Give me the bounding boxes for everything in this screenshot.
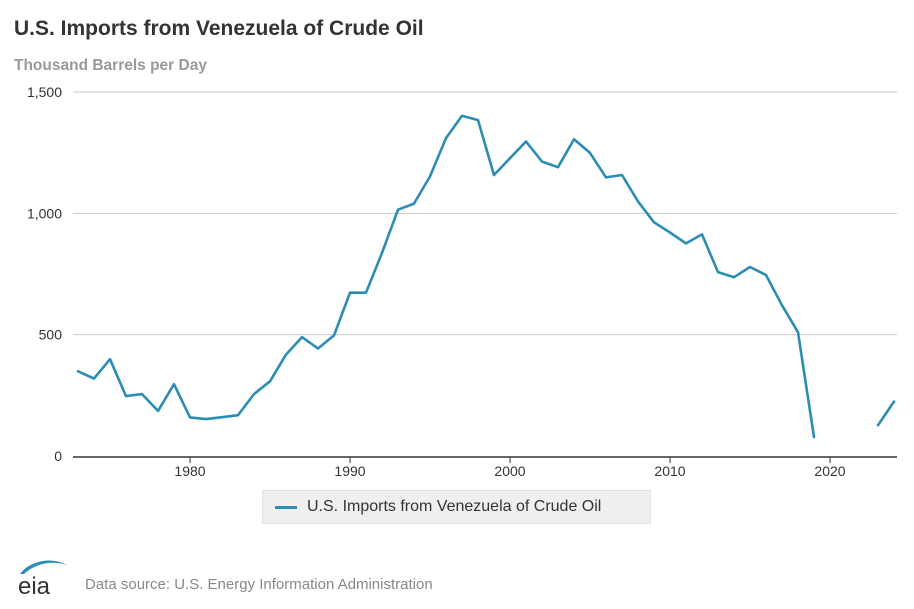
series-lines (76, 114, 896, 439)
x-tick-label: 2000 (494, 463, 525, 479)
gridlines (73, 91, 897, 336)
x-tick-label: 1980 (174, 463, 205, 479)
legend-swatch (275, 505, 297, 509)
x-tick-label: 1990 (334, 463, 365, 479)
y-tick-label: 500 (39, 327, 63, 343)
x-axis: 1980 1990 2000 2010 2020 (73, 456, 897, 479)
svg-text:eia: eia (18, 573, 51, 596)
y-tick-label: 1,500 (27, 84, 62, 100)
chart-subtitle: Thousand Barrels per Day (14, 57, 207, 74)
y-tick-label: 0 (54, 448, 62, 464)
y-tick-label: 1,000 (27, 205, 62, 221)
x-tick-label: 2020 (814, 463, 845, 479)
x-tick-label: 2010 (654, 463, 685, 479)
series-line-segment (76, 114, 816, 439)
line-chart: 0 500 1,000 1,500 1980 1990 2000 2010 2020 (27, 84, 897, 479)
eia-logo: eia (18, 560, 68, 596)
data-source-note: Data source: U.S. Energy Information Adm… (85, 576, 433, 593)
legend[interactable]: U.S. Imports from Venezuela of Crude Oil (262, 490, 651, 524)
chart-title: U.S. Imports from Venezuela of Crude Oil (14, 17, 424, 40)
legend-label: U.S. Imports from Venezuela of Crude Oil (307, 498, 602, 515)
series-line-segment (876, 400, 896, 427)
y-axis-labels: 0 500 1,000 1,500 (27, 84, 62, 464)
